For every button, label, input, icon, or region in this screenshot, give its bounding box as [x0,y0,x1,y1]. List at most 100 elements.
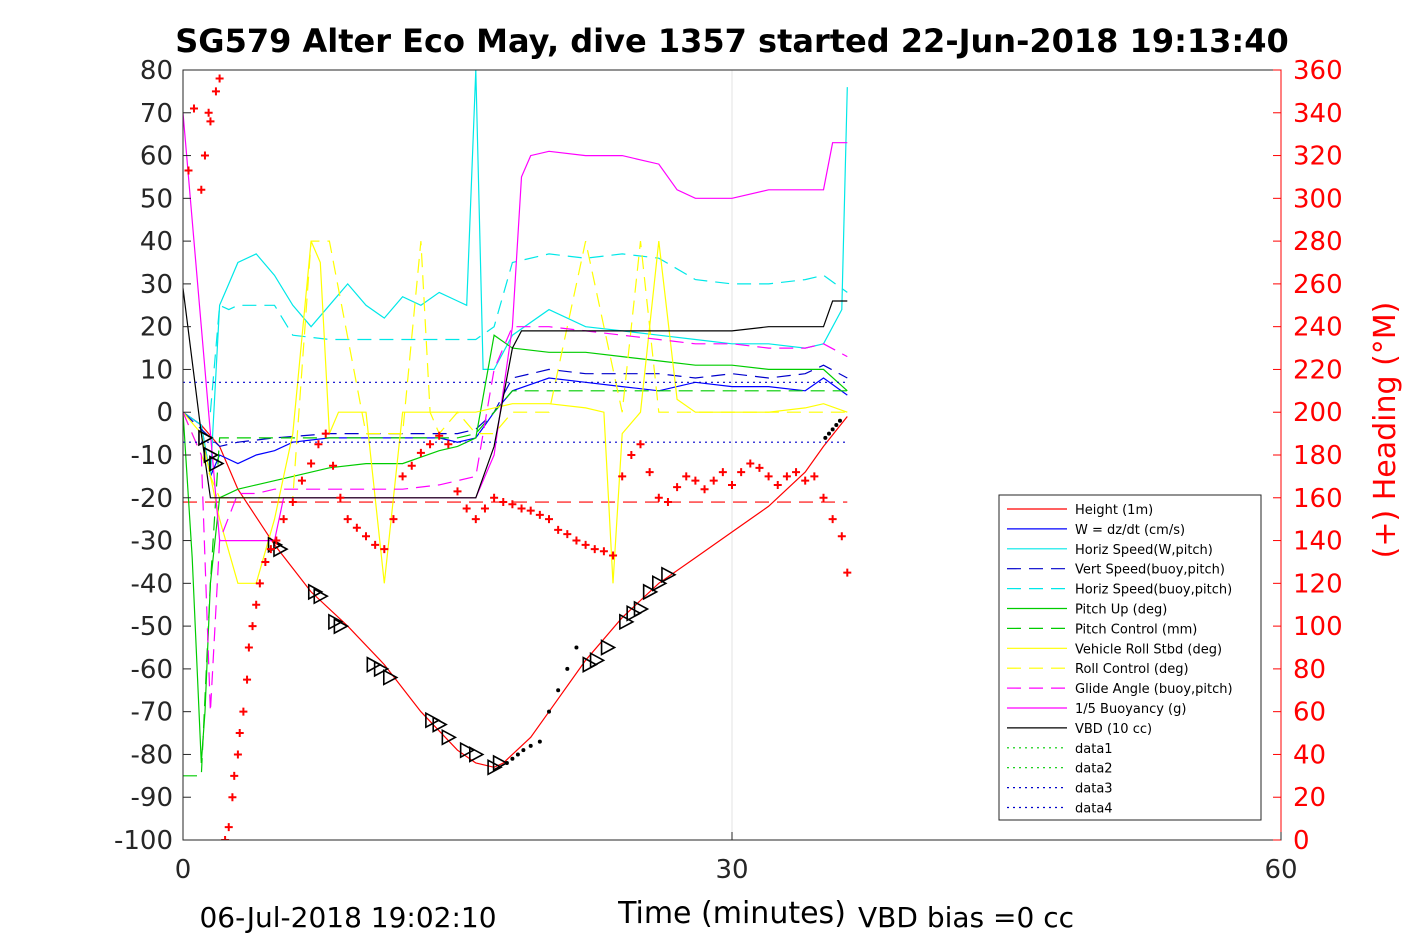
dot-marker [515,752,520,757]
y2-tick-label: 340 [1293,99,1343,129]
legend-label-7: Vehicle Roll Stbd (deg) [1075,642,1222,657]
heading-point [837,532,846,541]
y-tick-label: 20 [140,313,173,343]
heading-point [700,485,709,494]
heading-point [517,504,526,513]
x-tick-label: 30 [715,855,748,885]
plot-area: 80706050403020100-10-20-30-40-50-60-70-8… [114,56,1343,885]
triangle-marker [642,583,659,601]
triangle-marker [366,656,383,673]
heading-point [691,476,700,485]
dot-marker [830,427,835,432]
y2-axis-label: (+) Heading (°M) [1368,302,1403,559]
triangle-marker [333,617,350,635]
heading-point [416,448,425,457]
y2-tick-label: 0 [1293,826,1310,856]
triangle-marker [582,656,598,673]
heading-point [490,493,499,502]
series-line-2 [183,70,848,477]
heading-point [819,493,828,502]
heading-point [380,545,389,554]
heading-point [215,74,224,83]
y2-tick-label: 120 [1293,569,1343,599]
triangle-marker [328,613,344,631]
y2-tick-label: 200 [1293,398,1343,428]
heading-point [329,461,338,470]
y-tick-label: 10 [140,355,173,385]
heading-point [204,108,213,117]
y-tick-label: -20 [131,484,173,514]
heading-point [563,530,572,539]
triangle-marker [209,455,225,472]
series-line-10 [183,112,848,542]
y-tick-label: -90 [131,783,173,813]
heading-point [535,510,544,519]
legend-label-10: 1/5 Buoyancy (g) [1075,702,1186,717]
heading-point [764,472,773,481]
series-line-9 [183,326,848,712]
triangle-marker [619,613,635,631]
heading-point [272,536,281,545]
heading-point [307,459,316,468]
heading-point [398,472,407,481]
y2-tick-label: 280 [1293,227,1343,257]
chart-title: SG579 Alter Eco May, dive 1357 started 2… [175,22,1288,60]
y-tick-label: 80 [140,56,173,86]
heading-point [252,600,261,609]
y2-tick-label: 20 [1293,783,1326,813]
y2-tick-label: 320 [1293,142,1343,172]
y-tick-label: -40 [131,569,173,599]
triangle-marker [633,600,650,618]
heading-point [407,461,416,470]
heading-point [480,504,489,513]
heading-point [801,476,810,485]
y2-tick-label: 220 [1293,355,1343,385]
heading-point [609,551,618,560]
dot-marker [556,688,561,693]
triangle-marker [459,741,476,759]
series-line-5 [183,334,848,764]
legend-label-2: Horiz Speed(W,pitch) [1075,543,1213,558]
heading-point [211,87,220,96]
legend-label-15: data4 [1075,802,1113,817]
heading-point [673,483,682,492]
heading-point [343,515,352,524]
dot-marker [834,423,839,428]
legend-label-9: Glide Angle (buoy,pitch) [1075,682,1233,697]
triangle-marker [487,758,503,776]
heading-point [261,557,270,566]
heading-point [389,515,398,524]
heading-point [654,493,663,502]
heading-point [266,545,275,554]
legend-label-1: W = dz/dt (cm/s) [1075,523,1185,538]
heading-point [200,151,209,160]
heading-point [718,468,727,477]
dot-marker [537,739,542,744]
heading-point [746,459,755,468]
heading-point [297,476,306,485]
triangle-marker [600,639,617,656]
heading-point [444,440,453,449]
heading-point [321,429,330,438]
heading-point [352,523,361,532]
dot-marker [837,418,842,423]
series-line-8 [183,240,848,499]
x-axis-label: Time (minutes) [617,896,846,931]
heading-point [228,793,237,802]
footer-date: 06-Jul-2018 19:02:10 [199,901,496,934]
triangle-marker [589,651,606,669]
triangle-marker [307,583,324,601]
heading-point [554,525,563,534]
heading-point [371,540,380,549]
heading-point [792,468,801,477]
y2-tick-label: 260 [1293,270,1343,300]
heading-point [773,480,782,489]
heading-point [843,568,852,577]
heading-point [189,104,198,113]
series-line-11 [183,288,848,499]
heading-point [618,472,627,481]
y-tick-label: 50 [140,184,173,214]
triangle-marker [661,566,677,584]
legend-label-3: Vert Speed(buoy,pitch) [1075,563,1225,578]
